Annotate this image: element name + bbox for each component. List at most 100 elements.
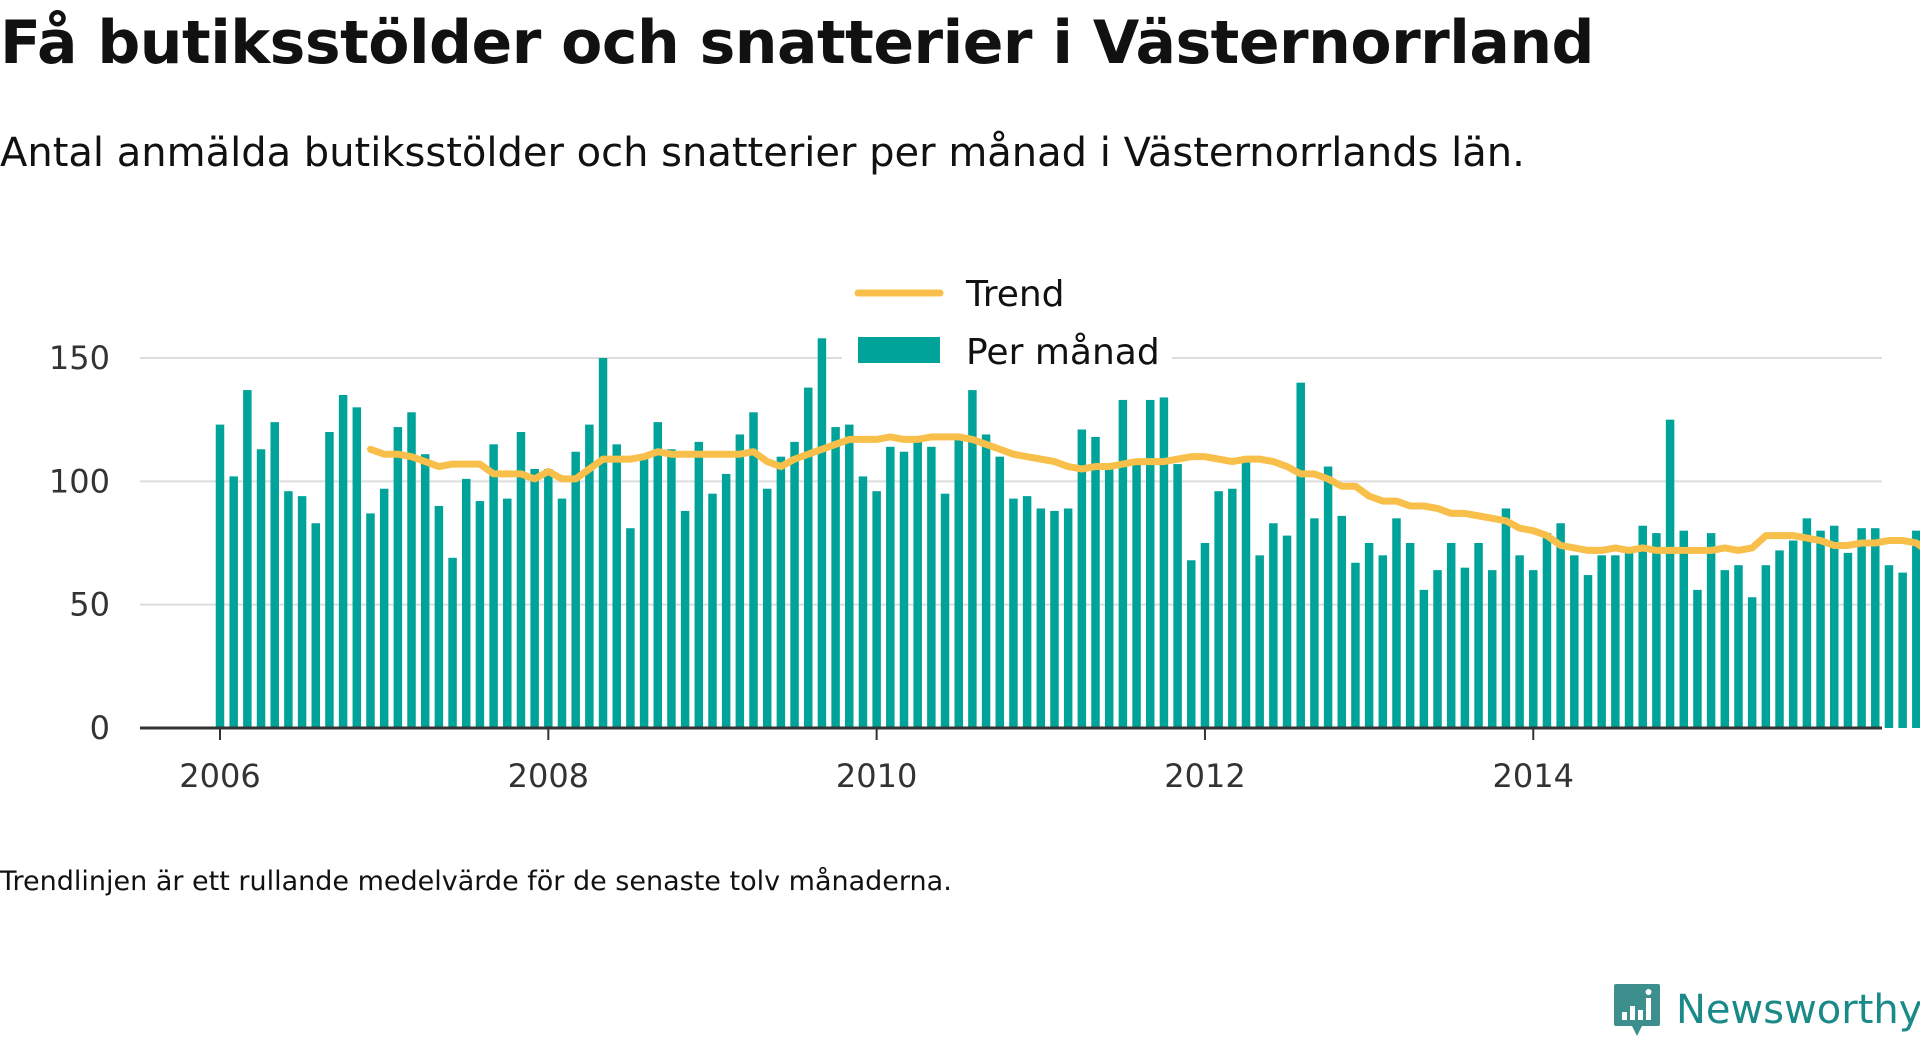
bar [1665,419,1675,728]
newsworthy-logo-icon [1614,984,1660,1036]
bar [1269,523,1278,728]
bar [1515,555,1524,728]
bar [1474,543,1483,728]
bar [571,451,580,728]
bar [762,488,772,728]
bar [434,506,444,728]
bar [667,449,676,728]
bar [1652,533,1661,728]
bar [749,412,758,728]
bar [1747,597,1757,728]
x-tick-label: 2008 [508,757,589,795]
bar [215,424,225,728]
bar [612,444,621,728]
bar [1912,530,1920,728]
bar [1871,528,1880,728]
bar [804,387,813,728]
bar [817,338,827,728]
bar [1323,466,1333,728]
bar [1419,589,1429,728]
bar [1611,555,1620,728]
bar [680,510,690,728]
bar [1898,572,1907,728]
bar [913,441,922,728]
axes: 2006200820102012201420172019202120232025 [140,726,1882,795]
brand-logo[interactable]: Newsworthy [1612,980,1920,1040]
bar [256,449,266,728]
bar [1187,560,1196,728]
bar [872,491,881,728]
y-tick-label: 50 [69,586,110,624]
bar [1529,570,1538,728]
trend-line [366,433,1920,554]
bar [1173,464,1182,728]
bar [1679,530,1688,728]
bar [858,476,868,728]
bar [1761,565,1771,728]
bar [790,441,799,728]
bar [981,434,991,728]
bar [1830,525,1839,728]
bar [1542,533,1552,728]
bar [886,446,895,728]
bar [1405,543,1415,728]
bar [1296,382,1305,728]
bar [1446,543,1456,728]
bar [735,434,745,728]
bar [1638,525,1647,728]
bar [1624,550,1634,728]
x-tick-label: 2012 [1164,757,1245,795]
y-tick-label: 150 [49,339,110,377]
bar [530,469,539,728]
bar [1433,570,1442,728]
gridlines: 0 50 100 150 [49,339,1882,747]
bar [1460,567,1470,728]
bar [243,390,252,728]
bar [1310,518,1319,728]
bar [1884,565,1894,728]
bar [940,493,950,728]
bar [379,488,389,728]
bar [927,446,936,728]
bar [1843,552,1853,728]
bar [831,427,840,728]
bar [338,395,348,728]
bar [352,407,362,728]
bar [1392,518,1401,728]
bar [284,491,293,728]
bar [995,456,1004,728]
chart-title: Få butiksstölder och snatterier i Väster… [0,8,1594,78]
x-tick-label: 2010 [836,757,917,795]
bar [776,456,786,728]
bar [1214,491,1223,728]
bar [1200,543,1210,728]
bar [270,422,279,728]
legend-bar-label: Per månad [966,332,1160,373]
bar [1282,535,1292,728]
bar [1583,575,1593,728]
bar [899,451,909,728]
bar [1857,528,1866,728]
bar [489,444,498,728]
footnote: Trendlinjen är ett rullande medelvärde f… [0,866,952,897]
bar [1351,562,1360,728]
bar [407,412,416,728]
bar [229,476,238,728]
bar [954,439,963,728]
bar [462,478,471,728]
bar [1050,510,1059,728]
bar [708,493,717,728]
bar [448,557,457,728]
x-tick-label: 2014 [1493,757,1574,795]
bar [1775,550,1784,728]
y-tick-label: 100 [49,462,110,500]
bar [1720,570,1730,728]
bar [1255,555,1264,728]
chart-subtitle: Antal anmälda butiksstölder och snatteri… [0,130,1525,176]
bar [1693,589,1702,728]
bar [1091,436,1100,728]
bar [694,441,704,728]
legend-trend-label: Trend [965,274,1065,315]
bar [1063,508,1073,728]
